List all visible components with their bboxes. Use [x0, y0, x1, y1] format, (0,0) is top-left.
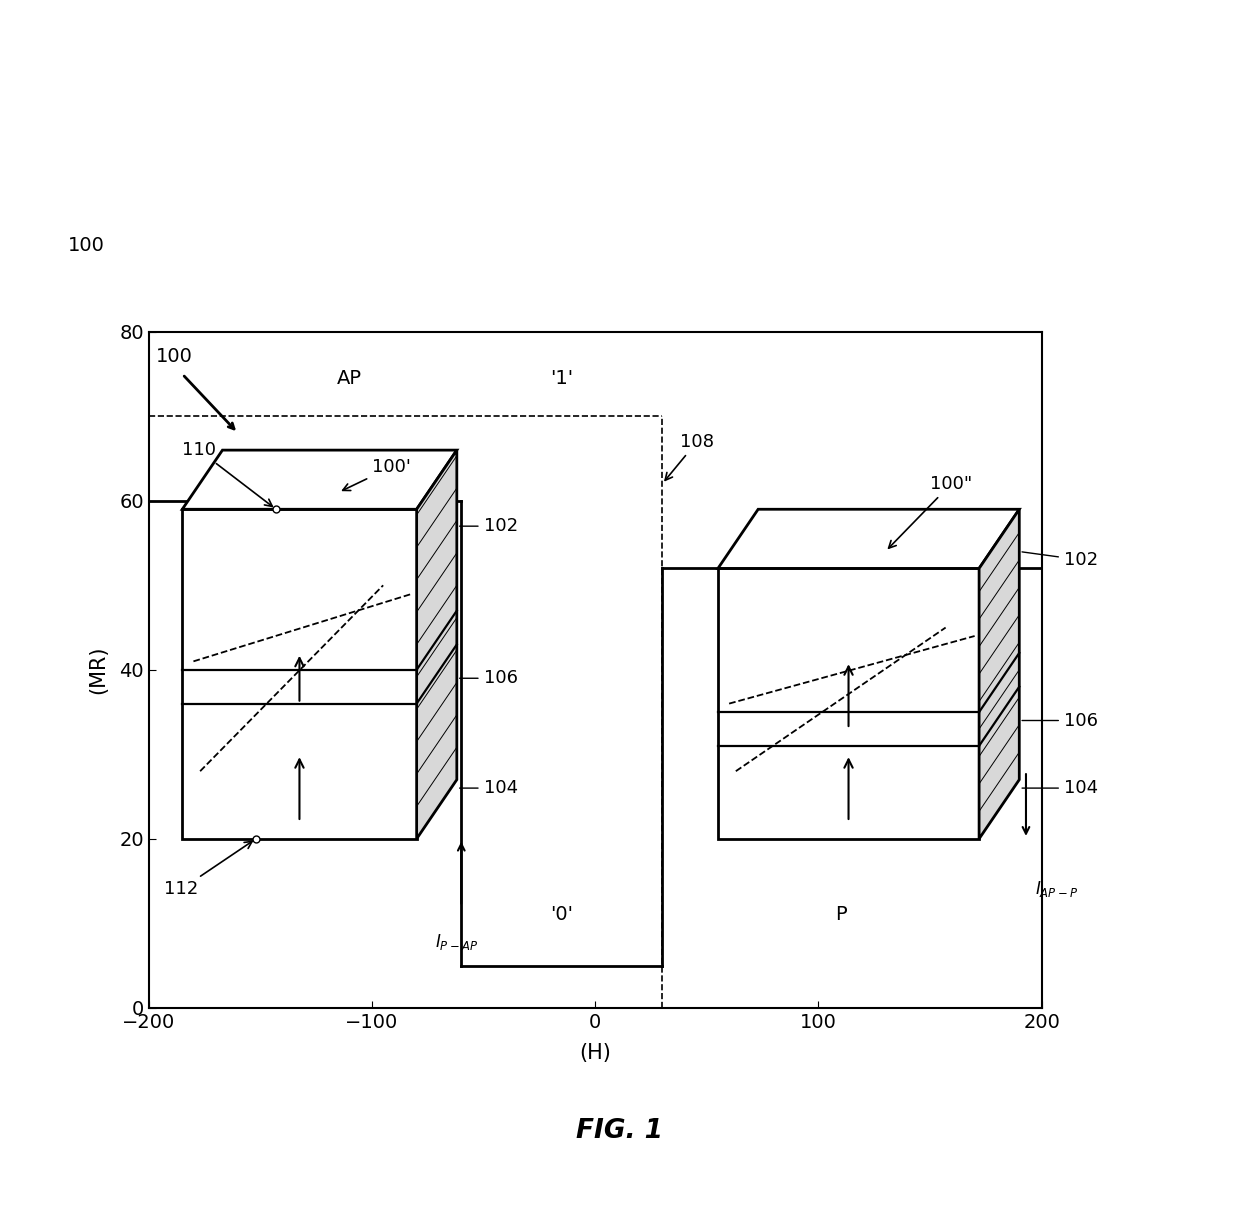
Text: 104: 104: [1022, 779, 1099, 798]
Text: 102: 102: [460, 517, 518, 535]
Text: 108: 108: [665, 433, 714, 481]
Text: '0': '0': [551, 906, 573, 924]
Text: 106: 106: [1022, 712, 1097, 730]
Text: 100": 100": [889, 474, 972, 548]
Polygon shape: [417, 450, 456, 839]
Text: 106: 106: [460, 670, 517, 687]
Text: $I_{AP-P}$: $I_{AP-P}$: [1035, 880, 1078, 900]
Polygon shape: [718, 568, 980, 839]
Text: 100: 100: [68, 236, 105, 256]
Text: AP: AP: [337, 369, 362, 388]
Text: 104: 104: [460, 779, 518, 798]
Text: 102: 102: [1022, 551, 1099, 569]
Text: 112: 112: [164, 842, 252, 898]
Polygon shape: [980, 509, 1019, 839]
Text: FIG. 1: FIG. 1: [577, 1117, 663, 1144]
Polygon shape: [182, 509, 417, 839]
Text: $I_{P-AP}$: $I_{P-AP}$: [435, 932, 479, 951]
Text: 110: 110: [182, 441, 273, 506]
Text: P: P: [835, 906, 847, 924]
Text: 100': 100': [342, 458, 410, 490]
Polygon shape: [182, 450, 456, 509]
Polygon shape: [718, 509, 1019, 568]
Y-axis label: (MR): (MR): [88, 645, 108, 694]
Text: 100: 100: [155, 347, 192, 366]
Text: '1': '1': [551, 369, 573, 388]
X-axis label: (H): (H): [579, 1042, 611, 1063]
